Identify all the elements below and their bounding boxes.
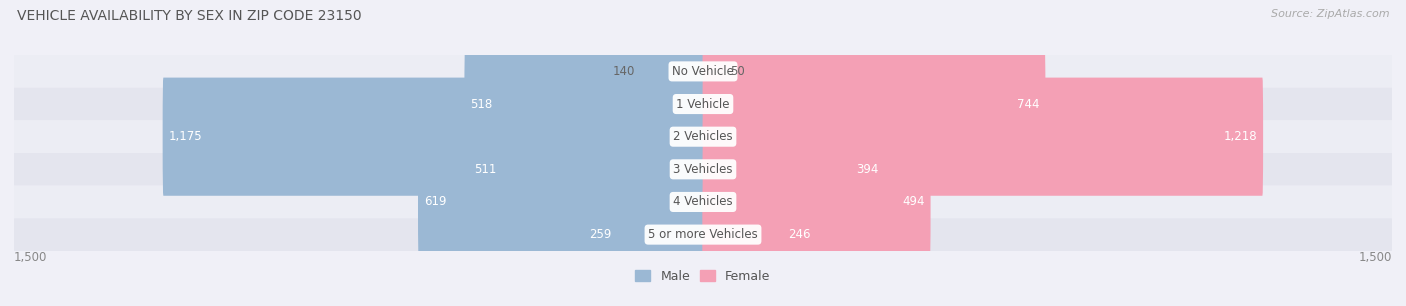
Legend: Male, Female: Male, Female bbox=[630, 265, 776, 288]
FancyBboxPatch shape bbox=[464, 45, 703, 163]
Text: 1,175: 1,175 bbox=[169, 130, 202, 143]
FancyBboxPatch shape bbox=[14, 153, 1392, 186]
Text: 1,218: 1,218 bbox=[1223, 130, 1257, 143]
Text: 3 Vehicles: 3 Vehicles bbox=[673, 163, 733, 176]
FancyBboxPatch shape bbox=[468, 110, 703, 228]
Text: 1,500: 1,500 bbox=[14, 251, 48, 264]
FancyBboxPatch shape bbox=[703, 143, 931, 261]
FancyBboxPatch shape bbox=[638, 12, 703, 130]
Text: 744: 744 bbox=[1017, 98, 1039, 110]
FancyBboxPatch shape bbox=[703, 110, 884, 228]
FancyBboxPatch shape bbox=[14, 55, 1392, 88]
Text: 619: 619 bbox=[425, 196, 447, 208]
Text: 518: 518 bbox=[471, 98, 494, 110]
FancyBboxPatch shape bbox=[703, 12, 727, 130]
FancyBboxPatch shape bbox=[14, 186, 1392, 218]
FancyBboxPatch shape bbox=[703, 45, 1046, 163]
Text: VEHICLE AVAILABILITY BY SEX IN ZIP CODE 23150: VEHICLE AVAILABILITY BY SEX IN ZIP CODE … bbox=[17, 9, 361, 23]
Text: Source: ZipAtlas.com: Source: ZipAtlas.com bbox=[1271, 9, 1389, 19]
Text: 2 Vehicles: 2 Vehicles bbox=[673, 130, 733, 143]
Text: 511: 511 bbox=[474, 163, 496, 176]
Text: 259: 259 bbox=[589, 228, 612, 241]
FancyBboxPatch shape bbox=[163, 78, 703, 196]
Text: 1 Vehicle: 1 Vehicle bbox=[676, 98, 730, 110]
Text: 50: 50 bbox=[730, 65, 744, 78]
Text: 394: 394 bbox=[856, 163, 879, 176]
FancyBboxPatch shape bbox=[418, 143, 703, 261]
FancyBboxPatch shape bbox=[703, 176, 817, 294]
FancyBboxPatch shape bbox=[14, 120, 1392, 153]
Text: 4 Vehicles: 4 Vehicles bbox=[673, 196, 733, 208]
Text: 246: 246 bbox=[787, 228, 810, 241]
FancyBboxPatch shape bbox=[703, 78, 1263, 196]
FancyBboxPatch shape bbox=[14, 218, 1392, 251]
Text: 140: 140 bbox=[613, 65, 636, 78]
FancyBboxPatch shape bbox=[14, 88, 1392, 120]
Text: 5 or more Vehicles: 5 or more Vehicles bbox=[648, 228, 758, 241]
FancyBboxPatch shape bbox=[583, 176, 703, 294]
Text: No Vehicle: No Vehicle bbox=[672, 65, 734, 78]
Text: 1,500: 1,500 bbox=[1358, 251, 1392, 264]
Text: 494: 494 bbox=[901, 196, 924, 208]
